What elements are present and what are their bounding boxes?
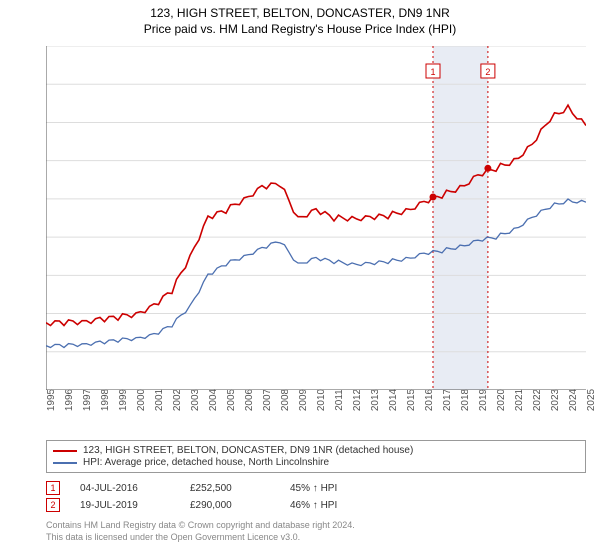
legend-row: 123, HIGH STREET, BELTON, DONCASTER, DN9… <box>53 445 579 456</box>
x-tick-label: 2016 <box>424 389 435 411</box>
x-tick-label: 2000 <box>136 389 147 411</box>
x-tick-label: 2001 <box>154 389 165 411</box>
sale-marker: 1 <box>46 481 60 495</box>
sales-table: 1 04-JUL-2016 £252,500 45% ↑ HPI 2 19-JUL-201… <box>46 478 586 515</box>
x-tick-label: 2018 <box>460 389 471 411</box>
sale-price: £290,000 <box>190 500 270 511</box>
x-tick-label: 1997 <box>82 389 93 411</box>
sale-hpi: 45% ↑ HPI <box>290 483 370 494</box>
x-tick-label: 2025 <box>586 389 597 411</box>
sale-date: 19-JUL-2019 <box>80 500 170 511</box>
x-tick-label: 2005 <box>226 389 237 411</box>
sale-price: £252,500 <box>190 483 270 494</box>
x-tick-label: 2023 <box>550 389 561 411</box>
legend-swatch <box>53 450 77 452</box>
x-tick-label: 2012 <box>352 389 363 411</box>
title-block: 123, HIGH STREET, BELTON, DONCASTER, DN9… <box>0 0 600 37</box>
x-tick-label: 1999 <box>118 389 129 411</box>
legend: 123, HIGH STREET, BELTON, DONCASTER, DN9… <box>46 440 586 473</box>
x-tick-label: 2011 <box>334 389 345 411</box>
footer-line1: Contains HM Land Registry data © Crown c… <box>46 520 355 532</box>
x-tick-label: 2008 <box>280 389 291 411</box>
sale-marker: 2 <box>46 498 60 512</box>
x-tick-label: 1996 <box>64 389 75 411</box>
sale-hpi: 46% ↑ HPI <box>290 500 370 511</box>
x-tick-label: 2007 <box>262 389 273 411</box>
legend-row: HPI: Average price, detached house, Nort… <box>53 457 579 468</box>
x-tick-label: 1995 <box>46 389 57 411</box>
x-tick-label: 2017 <box>442 389 453 411</box>
svg-text:1: 1 <box>430 67 435 77</box>
x-tick-label: 2004 <box>208 389 219 411</box>
x-tick-label: 2010 <box>316 389 327 411</box>
x-tick-label: 2014 <box>388 389 399 411</box>
x-tick-label: 2013 <box>370 389 381 411</box>
x-tick-label: 2006 <box>244 389 255 411</box>
chart-area: 12 <box>46 46 586 390</box>
sale-date: 04-JUL-2016 <box>80 483 170 494</box>
sale-row: 1 04-JUL-2016 £252,500 45% ↑ HPI <box>46 481 586 495</box>
x-tick-label: 2024 <box>568 389 579 411</box>
x-tick-label: 2020 <box>496 389 507 411</box>
x-tick-label: 2019 <box>478 389 489 411</box>
sale-row: 2 19-JUL-2019 £290,000 46% ↑ HPI <box>46 498 586 512</box>
legend-swatch <box>53 462 77 464</box>
x-tick-label: 2015 <box>406 389 417 411</box>
svg-text:2: 2 <box>485 67 490 77</box>
footer: Contains HM Land Registry data © Crown c… <box>46 520 355 543</box>
footer-line2: This data is licensed under the Open Gov… <box>46 532 355 544</box>
x-tick-label: 2003 <box>190 389 201 411</box>
x-tick-label: 2009 <box>298 389 309 411</box>
x-tick-label: 2022 <box>532 389 543 411</box>
title-line2: Price paid vs. HM Land Registry's House … <box>0 22 600 38</box>
legend-label: HPI: Average price, detached house, Nort… <box>83 457 329 468</box>
legend-label: 123, HIGH STREET, BELTON, DONCASTER, DN9… <box>83 445 413 456</box>
x-tick-label: 2002 <box>172 389 183 411</box>
chart-container: 123, HIGH STREET, BELTON, DONCASTER, DN9… <box>0 0 600 560</box>
line-chart: 12 <box>46 46 586 390</box>
x-tick-label: 1998 <box>100 389 111 411</box>
x-tick-label: 2021 <box>514 389 525 411</box>
title-line1: 123, HIGH STREET, BELTON, DONCASTER, DN9… <box>0 6 600 22</box>
